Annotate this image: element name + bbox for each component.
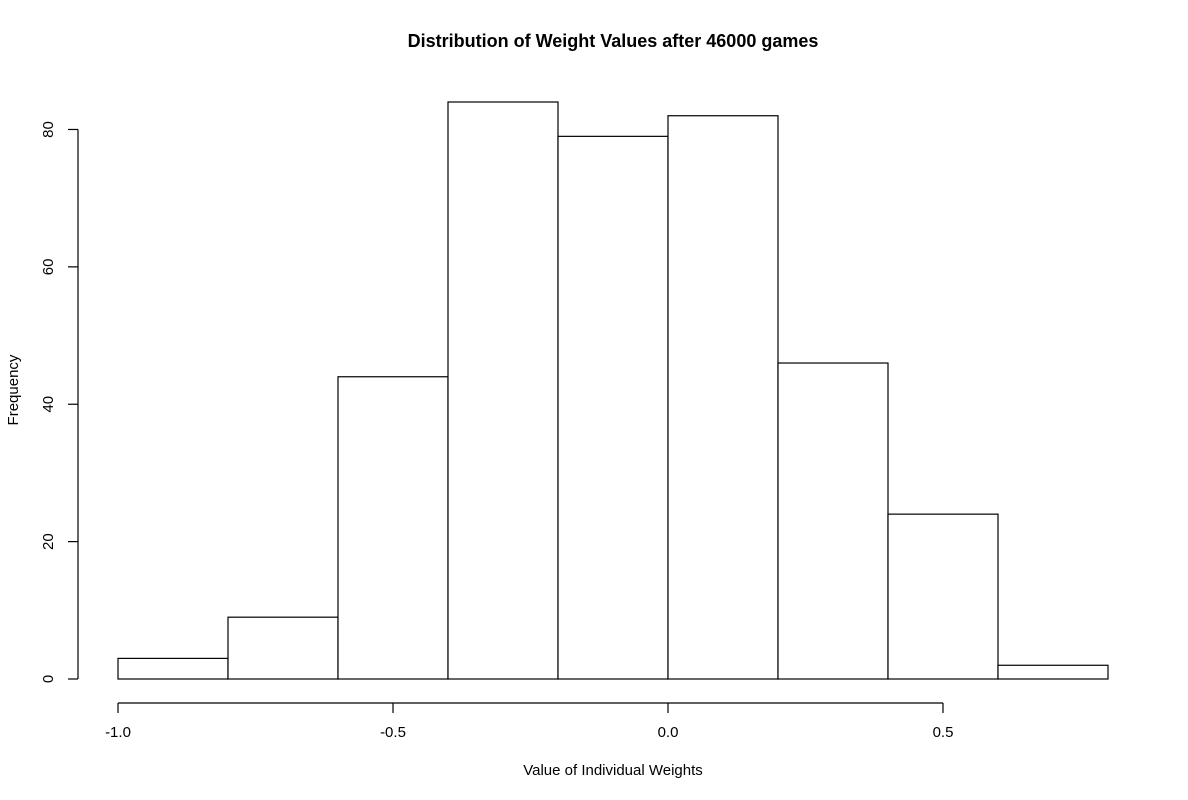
histogram-bar-1: [227, 616, 339, 680]
histogram-bar-3: [447, 101, 559, 680]
y-tick-label-4: 80: [40, 121, 57, 138]
y-axis: 0 20 40 60 80: [40, 121, 79, 683]
histogram-bar-8: [997, 664, 1109, 680]
bars-group: [117, 101, 1109, 680]
histogram-bar-6: [777, 362, 889, 680]
histogram-bar-4: [557, 135, 669, 680]
x-axis-label: Value of Individual Weights: [523, 762, 703, 779]
chart-title: Distribution of Weight Values after 4600…: [408, 31, 819, 51]
x-axis: -1.0 -0.5 0.0 0.5: [105, 702, 954, 741]
y-tick-label-1: 20: [40, 533, 57, 550]
y-axis-label: Frequency: [5, 354, 22, 425]
x-tick-label-0: -1.0: [105, 724, 131, 741]
x-tick-label-2: 0.0: [658, 724, 679, 741]
y-tick-label-2: 40: [40, 396, 57, 413]
y-tick-label-3: 60: [40, 259, 57, 276]
histogram-bar-5: [667, 115, 779, 680]
y-tick-label-0: 0: [40, 675, 57, 683]
histogram-bar-7: [887, 513, 999, 680]
histogram-bar-2: [337, 376, 449, 680]
x-tick-label-3: 0.5: [933, 724, 954, 741]
x-tick-label-1: -0.5: [380, 724, 406, 741]
histogram-bar-0: [117, 657, 229, 680]
